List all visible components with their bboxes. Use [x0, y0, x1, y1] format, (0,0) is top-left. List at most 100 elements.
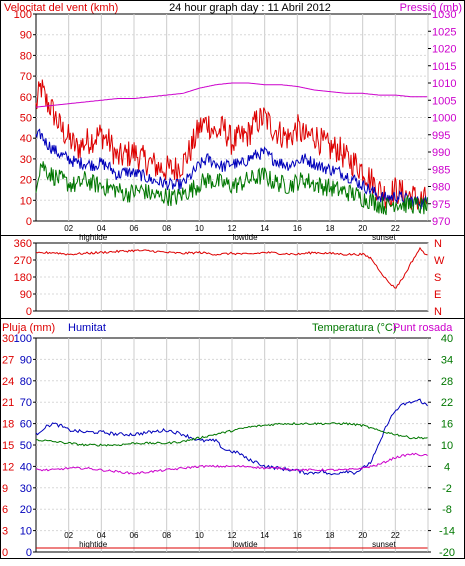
rain-tick-label: 18 — [2, 419, 14, 431]
temperature-tick-label: -8 — [442, 504, 452, 516]
rain-tick-label: 9 — [2, 483, 8, 495]
rain-tick-label: 12 — [2, 461, 14, 473]
pressure-tick-label: 1010 — [432, 78, 456, 90]
temperature-tick-label: 28 — [441, 376, 453, 388]
hour-tick-label: 08 — [162, 224, 171, 233]
tide-annotation: sunset — [372, 233, 396, 242]
wind-tick-label: 60 — [20, 92, 32, 104]
rain-axis-label: Pluja (mm) — [2, 322, 55, 334]
wind-tick-label: 70 — [20, 71, 32, 83]
humidity-series-line — [35, 452, 428, 475]
compass-tick-label: N — [434, 306, 442, 318]
hour-tick-label: 16 — [293, 224, 302, 233]
hour-tick-label: 02 — [64, 224, 73, 233]
humidity-tick-label: 80 — [20, 376, 32, 388]
direction-series — [35, 246, 428, 289]
compass-tick-label: W — [434, 255, 445, 267]
rain-tick-label: 27 — [2, 354, 14, 366]
temperature-tick-label: -14 — [439, 526, 455, 538]
rain-tick-label: 24 — [2, 376, 14, 388]
temperature-tick-label: 22 — [441, 397, 453, 409]
wind-tick-label: 0 — [26, 216, 32, 228]
humidity-tick-label: 70 — [20, 397, 32, 409]
wind-tick-label: 20 — [20, 175, 32, 187]
rain-tick-label: 0 — [2, 547, 8, 559]
direction-tick-label: 0 — [26, 306, 32, 318]
hour-tick-label: 16 — [293, 531, 302, 540]
pressure-tick-label: 1025 — [432, 26, 456, 38]
pressure-tick-label: 1000 — [432, 113, 456, 125]
temperature-tick-label: 10 — [441, 440, 453, 452]
direction-tick-label: 180 — [14, 272, 32, 284]
hour-tick-label: 14 — [260, 531, 269, 540]
humidity-tick-label: 20 — [20, 504, 32, 516]
humidity-tick-label: 60 — [20, 419, 32, 431]
pressure-tick-label: 1015 — [432, 61, 456, 73]
hour-tick-label: 10 — [195, 531, 204, 540]
wind-tick-label: 30 — [20, 154, 32, 166]
compass-tick-label: S — [434, 272, 441, 284]
rain-tick-label: 21 — [2, 397, 14, 409]
wind-tick-label: 10 — [20, 195, 32, 207]
tide-annotation: hightide — [79, 540, 108, 549]
hour-tick-label: 22 — [391, 224, 400, 233]
pressure-tick-label: 1005 — [432, 95, 456, 107]
temperature-tick-label: -2 — [442, 483, 452, 495]
direction-tick-label: 90 — [20, 289, 32, 301]
hour-tick-label: 20 — [358, 224, 367, 233]
temperature-axis-label: Temperatura (°C) — [312, 322, 396, 334]
tide-annotation: lowtide — [233, 233, 258, 242]
direction-grid — [36, 243, 429, 311]
humidity-series-line — [35, 421, 428, 447]
pressure-tick-label: 1020 — [432, 44, 456, 56]
temperature-tick-label: 4 — [444, 461, 450, 473]
humidity-tick-label: 30 — [20, 483, 32, 495]
temperature-tick-label: 16 — [441, 419, 453, 431]
direction-tick-label: 360 — [14, 238, 32, 250]
humidity-series — [35, 398, 428, 549]
hour-tick-label: 08 — [162, 531, 171, 540]
hour-tick-label: 04 — [97, 531, 106, 540]
hour-tick-label: 18 — [326, 531, 335, 540]
humidity-x-ticks: 02 04 06 08 10 12 14 16 18 20 22 — [64, 531, 400, 540]
hour-tick-label: 04 — [97, 224, 106, 233]
hour-tick-label: 06 — [130, 531, 139, 540]
humidity-tick-label: 10 — [20, 526, 32, 538]
wind-series-line — [35, 128, 428, 210]
compass-tick-label: N — [434, 238, 442, 250]
humidity-axis-label: Humitat — [68, 322, 106, 334]
tide-annotation: sunset — [372, 540, 396, 549]
temperature-tick-label: 34 — [441, 354, 453, 366]
pressure-right-ticks: 1030 1025 1020 1015 1010 1005 1000 995 990 985 980… — [428, 9, 456, 228]
hour-tick-label: 22 — [391, 531, 400, 540]
rain-tick-label: 6 — [2, 504, 8, 516]
humidity-tick-label: 90 — [20, 354, 32, 366]
temperature-ticks: 40 34 28 22 16 10 4 -2 -8 -14 -20 — [428, 333, 455, 559]
rain-tick-label: 30 — [2, 333, 14, 345]
pressure-tick-label: 975 — [432, 199, 450, 211]
wind-tick-label: 80 — [20, 50, 32, 62]
pressure-tick-label: 995 — [432, 130, 450, 142]
hour-tick-label: 18 — [326, 224, 335, 233]
hour-tick-label: 06 — [130, 224, 139, 233]
pressure-axis-label: Pressió (mb) — [400, 2, 462, 14]
wind-tick-label: 100 — [14, 9, 32, 21]
tide-annotation: hightide — [79, 233, 108, 242]
hour-tick-label: 02 — [64, 531, 73, 540]
temperature-tick-label: 40 — [441, 333, 453, 345]
wind-tick-label: 50 — [20, 113, 32, 125]
pressure-tick-label: 970 — [432, 216, 450, 228]
wind-speed-axis-label: Velocitat del vent (kmh) — [4, 2, 118, 14]
humidity-annotations: hightide lowtide sunset — [79, 540, 396, 549]
humidity-tick-label: 100 — [14, 333, 32, 345]
pressure-tick-label: 1030 — [432, 9, 456, 21]
humidity-tick-label: 50 — [20, 440, 32, 452]
rain-tick-label: 15 — [2, 440, 14, 452]
